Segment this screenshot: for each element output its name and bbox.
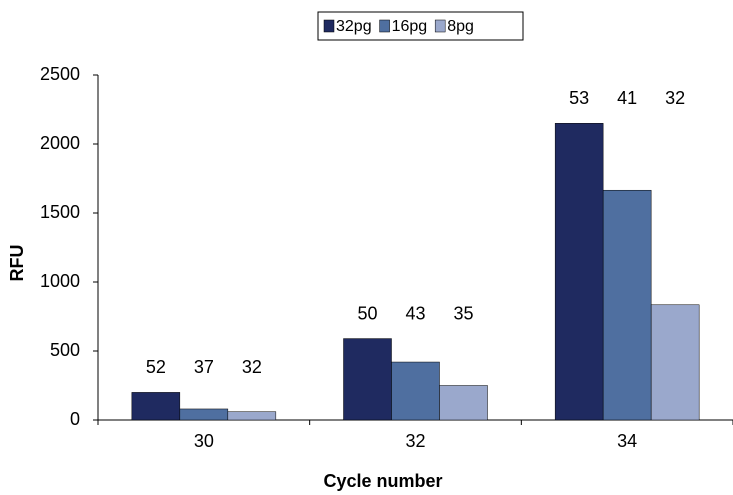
legend-swatch — [323, 19, 335, 33]
bar-annotation: 32 — [242, 357, 262, 377]
bar-annotation: 37 — [194, 357, 214, 377]
y-tick-label: 1000 — [40, 271, 80, 291]
y-tick-label: 500 — [50, 340, 80, 360]
x-tick-label: 32 — [405, 431, 425, 451]
bar-annotation: 32 — [665, 88, 685, 108]
bar-annotation: 43 — [405, 303, 425, 323]
bar-annotation: 53 — [569, 88, 589, 108]
legend-label: 16pg — [392, 18, 428, 35]
x-tick-label: 34 — [617, 431, 637, 451]
bar — [227, 411, 277, 421]
bar — [439, 385, 488, 421]
legend-label: 8pg — [447, 18, 474, 35]
legend-label: 32pg — [336, 18, 372, 35]
y-tick-label: 1500 — [40, 202, 80, 222]
bar — [343, 338, 392, 421]
bar — [179, 408, 229, 421]
y-tick-label: 0 — [70, 409, 80, 429]
legend-swatch — [379, 19, 390, 33]
y-tick-label: 2000 — [40, 133, 80, 153]
legend-box — [317, 11, 524, 41]
bar-annotation: 50 — [357, 303, 377, 323]
bar-annotation: 35 — [453, 303, 473, 323]
bar — [602, 189, 652, 421]
bar — [554, 123, 604, 421]
bar-annotation: 52 — [146, 357, 166, 377]
x-tick-label: 30 — [194, 431, 214, 451]
y-axis-title: RFU — [7, 245, 27, 282]
bar — [131, 392, 181, 421]
legend-swatch — [434, 19, 446, 33]
bar-annotation: 41 — [617, 88, 637, 108]
bar — [391, 361, 440, 421]
bar — [650, 304, 700, 421]
x-axis-title: Cycle number — [323, 471, 442, 491]
y-tick-label: 2500 — [40, 64, 80, 84]
